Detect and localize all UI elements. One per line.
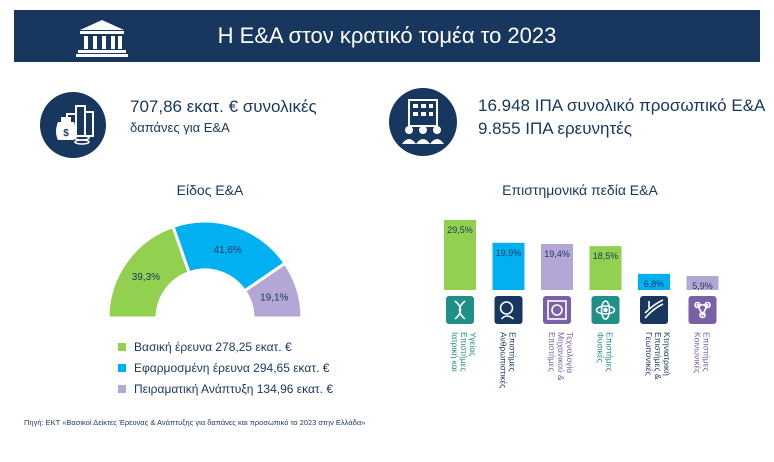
bar-category-label-0: Ιατρική και xyxy=(450,332,460,372)
bar-category-label-3: Επιστήμες xyxy=(605,332,615,372)
bank-building-icon xyxy=(76,20,128,57)
bar-category-label-4: Κτηνιατρική xyxy=(662,332,672,376)
bar-category-label-5: Κοινωνικές xyxy=(693,332,703,373)
building-people-icon xyxy=(389,88,457,156)
pie-value-label-0: 39,3% xyxy=(132,272,160,283)
bar-0 xyxy=(444,220,476,290)
network-people-icon xyxy=(688,296,717,324)
bar-category-label-3: Φυσικές xyxy=(596,332,606,363)
fields-bar-chart: 29,5%Ιατρική και Επιστήμες Υγείας19,9%Ανθρ… xyxy=(444,220,719,388)
expenditure-line1: 707,86 εκατ. € συνολικές xyxy=(130,97,317,116)
bar-2 xyxy=(541,243,573,290)
pie-slice-2 xyxy=(242,261,304,320)
bar-4 xyxy=(638,273,670,290)
expenditure-kpi: 707,86 εκατ. € συνολικές δαπάνες για Ε&Α xyxy=(130,97,317,135)
bar-category-label-1: Επιστήμες xyxy=(508,332,518,372)
bar-5 xyxy=(686,276,719,290)
bar-value-label-5: 5,9% xyxy=(692,281,713,291)
bar-chart-title: Επιστημονικά πεδία Ε&Α xyxy=(502,182,658,198)
legend-label-basic: Βασική έρευνα 278,25 εκατ. € xyxy=(134,339,292,354)
personnel-line2: 9.855 ΙΠΑ ερευνητές xyxy=(478,119,632,138)
bar-value-label-1: 19,9% xyxy=(496,248,522,258)
pie-slice-1 xyxy=(171,219,288,293)
legend-swatch-applied xyxy=(118,363,126,372)
legend-item-applied: Εφαρμοσμένη έρευνα 294,65 εκατ. € xyxy=(118,357,333,378)
legend-item-experimental: Πειραματική Ανάπτυξη 134,96 εκατ. € xyxy=(118,378,333,399)
gear-chip-icon xyxy=(543,296,571,324)
bar-category-label-1: Ανθρωπιστικές xyxy=(499,332,509,388)
svg-text:$: $ xyxy=(63,128,69,139)
bar-category-label-0: Επιστήμες xyxy=(459,332,469,372)
legend-swatch-basic xyxy=(118,342,126,351)
bar-value-label-0: 29,5% xyxy=(447,225,473,235)
personnel-line1: 16.948 ΙΠΑ συνολικό προσωπικό Ε&Α xyxy=(478,96,766,115)
personnel-kpi: 16.948 ΙΠΑ συνολικό προσωπικό Ε&Α 9.855 … xyxy=(478,96,765,139)
bar-category-label-2: Τεχνολογία xyxy=(565,332,575,373)
bar-1 xyxy=(492,242,525,290)
legend-item-basic: Βασική έρευνα 278,25 εκατ. € xyxy=(118,336,333,357)
bar-category-label-2: Μηχανικού & xyxy=(556,332,566,381)
people-head-icon xyxy=(494,296,523,324)
bar-category-label-2: Επιστήμες xyxy=(547,332,557,372)
source-note: Πηγή: ΕΚΤ «Βασικοί Δείκτες Έρευνας & Ανά… xyxy=(24,418,366,427)
header-banner: Η Ε&Α στον κρατικό τομέα το 2023 xyxy=(14,10,760,62)
bar-category-label-4: Επιστήμες & xyxy=(653,332,663,380)
legend-label-applied: Εφαρμοσμένη έρευνα 294,65 εκατ. € xyxy=(134,360,330,375)
pie-legend: Βασική έρευνα 278,25 εκατ. € Εφαρμοσμένη… xyxy=(118,336,333,399)
type-pie-chart: 39,3% 41,6% 19,1% xyxy=(106,219,304,320)
legend-label-experimental: Πειραματική Ανάπτυξη 134,96 εκατ. € xyxy=(134,381,333,396)
expenditure-line2: δαπάνες για Ε&Α xyxy=(130,120,230,135)
pie-value-label-1: 41,6% xyxy=(213,245,241,256)
bar-3 xyxy=(589,246,622,290)
money-bag-city-icon: $ xyxy=(40,92,106,158)
page-title: Η Ε&Α στον κρατικό τομέα το 2023 xyxy=(217,23,557,48)
pie-chart-title: Είδος Ε&Α xyxy=(176,182,244,198)
bar-category-label-5: Επιστήμες xyxy=(702,332,712,372)
bar-value-label-2: 19,4% xyxy=(544,249,570,259)
bar-category-label-0: Υγείας xyxy=(468,332,478,356)
bar-value-label-4: 6,8% xyxy=(644,279,665,289)
bar-category-label-4: Γεωπονικές xyxy=(644,332,654,376)
bar-value-label-3: 18,5% xyxy=(593,251,619,261)
legend-swatch-experimental xyxy=(118,384,126,393)
pie-value-label-2: 19,1% xyxy=(260,293,288,304)
